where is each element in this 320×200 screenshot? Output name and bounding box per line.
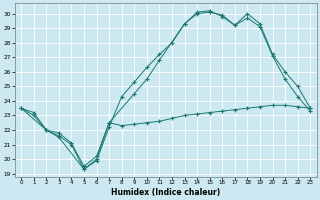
X-axis label: Humidex (Indice chaleur): Humidex (Indice chaleur) <box>111 188 220 197</box>
